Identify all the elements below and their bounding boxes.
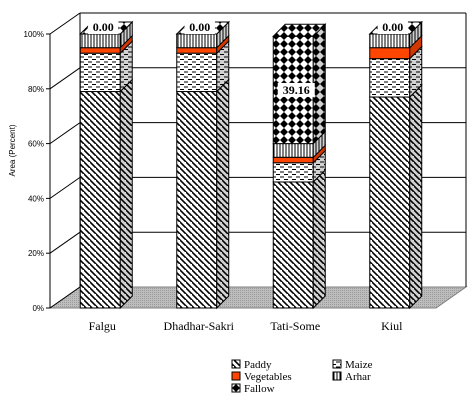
data-label: 0.00 (382, 20, 403, 34)
bar-side-shade (120, 41, 133, 92)
bar-segment-vegetables (369, 47, 411, 60)
bar-side-shade (216, 79, 229, 308)
y-tick-label: 0% (32, 304, 44, 313)
bar-segment-maize (79, 52, 121, 93)
bar-segment-arhar (176, 33, 218, 49)
legend-swatch-paddy (231, 359, 241, 369)
x-category-label: Tati-Some (270, 319, 320, 333)
y-axis-label: Area (Percent) (8, 124, 17, 176)
bar-side-shade (216, 35, 229, 54)
legend-label-maize: Maize (345, 359, 373, 371)
legend-swatch-vegetables (231, 371, 241, 381)
gridline-side (49, 231, 81, 254)
x-category-label: Kiul (381, 319, 403, 333)
bar-side-shade (409, 85, 422, 309)
bar-segment-maize (369, 58, 411, 98)
bar-side-shade (216, 22, 229, 48)
y-tick-label: 60% (28, 140, 44, 149)
bar-segment-maize (272, 162, 314, 183)
gridline-side (49, 176, 81, 199)
legend-label-arhar: Arhar (345, 371, 371, 383)
data-label: 0.00 (189, 20, 210, 34)
data-label-bg (184, 20, 215, 34)
bar-segment-arhar (79, 33, 121, 49)
bar-side-shade (313, 169, 326, 308)
data-label-bg (377, 20, 408, 34)
bar-segment-paddy (369, 96, 411, 309)
legend-swatch-fallow (231, 383, 241, 393)
gridline-side (49, 67, 81, 90)
y-tick-label: 40% (28, 194, 44, 203)
legend-box (230, 357, 382, 397)
bar-side-shade (120, 79, 133, 308)
bar-side-shade (313, 24, 326, 144)
data-label-bg (277, 82, 315, 97)
bar-side-shade (409, 22, 422, 48)
bar-side-shade (313, 145, 326, 163)
x-category-label: Dhadhar-Sakri (164, 319, 235, 333)
legend-label-paddy: Paddy (244, 359, 272, 371)
bar-side-shade (216, 41, 229, 92)
legend-label-fallow: Fallow (244, 383, 275, 395)
bar-segment-vegetables (79, 47, 121, 54)
bar-segment-arhar (272, 143, 314, 158)
bar-side-shade (313, 131, 326, 158)
data-label: 39.16 (283, 83, 310, 97)
gridline-side (49, 122, 81, 145)
bar-segment-vegetables (272, 156, 314, 164)
bar-side-shade (120, 22, 133, 48)
bar-side-shade (409, 46, 422, 98)
bar-segment-vegetables (176, 47, 218, 54)
bar-top-face (272, 23, 327, 37)
y-tick-label: 80% (28, 85, 44, 94)
data-label: 0.00 (93, 20, 114, 34)
bar-side-shade (120, 35, 133, 54)
x-category-label: Falgu (89, 319, 116, 333)
y-tick-label: 100% (24, 30, 44, 39)
bar-segment-paddy (272, 181, 314, 309)
data-label-bg (88, 20, 119, 34)
legend-swatch-maize (332, 359, 342, 369)
gridline-side (49, 12, 81, 35)
gridline-side (49, 286, 81, 309)
bar-side-shade (313, 150, 326, 182)
bar-segment-paddy (176, 91, 218, 309)
legend-swatch-arhar (332, 371, 342, 381)
y-tick-label: 20% (28, 249, 44, 258)
bar-segment-arhar (369, 33, 411, 49)
bar-segment-maize (176, 52, 218, 93)
bar-segment-paddy (79, 91, 121, 309)
legend-label-vegetables: Vegetables (244, 371, 292, 383)
bar-side-shade (409, 35, 422, 59)
